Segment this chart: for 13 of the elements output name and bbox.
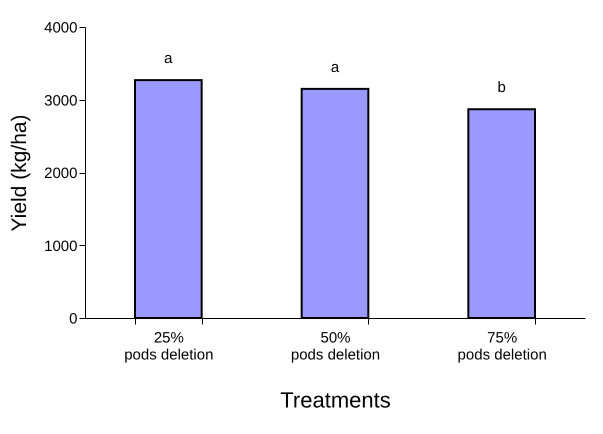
annotation: a (164, 50, 174, 68)
y-tick-label: 0 (69, 310, 78, 328)
annotation: b (497, 79, 506, 96)
x-tick-label: 50% pods deletion (290, 330, 380, 364)
y-tick-label: 3000 (44, 92, 78, 110)
x-tick-label: 75% pods deletion (458, 330, 547, 364)
y-tick-label: 2000 (44, 165, 78, 182)
y-axis-title: Yield (kg/ha) (8, 114, 32, 232)
annotation: a (330, 58, 340, 76)
y-tick-label: 1000 (44, 238, 78, 255)
x-tick-label: 25% pods deletion (124, 330, 214, 364)
y-tick-label: 4000 (44, 20, 78, 36)
x-axis-title: Treatments (280, 388, 391, 412)
